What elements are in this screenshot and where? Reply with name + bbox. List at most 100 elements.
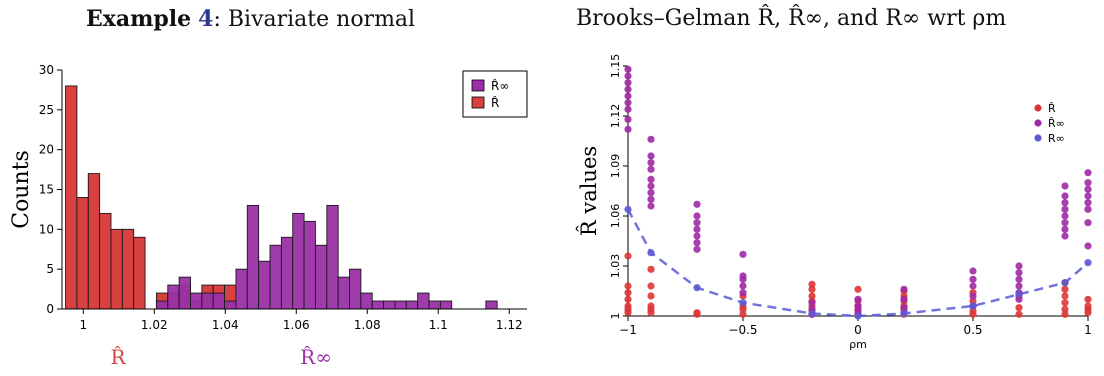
- rhat-point: [647, 265, 655, 273]
- rinf-point: [1061, 279, 1069, 287]
- rhat-inf-point: [624, 85, 632, 93]
- legend-swatch: [471, 96, 485, 109]
- rhat-inf-point: [647, 182, 655, 190]
- rhat-inf-point: [900, 304, 908, 312]
- rhat-point: [808, 285, 816, 293]
- rhat-inf-point: [1061, 232, 1069, 240]
- rhat-inf-point: [854, 302, 862, 310]
- x-tick-label: 1.08: [354, 318, 381, 332]
- title-example-number: 4: [198, 6, 214, 32]
- legend-marker: [1034, 119, 1042, 127]
- y-tick-label: 1.12: [609, 104, 622, 129]
- rhat-inf-point: [808, 299, 816, 307]
- legend-label: R̂∞: [491, 79, 509, 93]
- y-tick-label: 1: [609, 313, 622, 320]
- rhat-inf-hist-bar: [190, 292, 203, 310]
- y-tick-label: 15: [39, 183, 54, 197]
- rhat-point: [1061, 285, 1069, 293]
- rhat-inf-point: [1015, 295, 1023, 303]
- rinf-point: [1084, 259, 1092, 267]
- x-tick-label: 1: [1084, 323, 1092, 337]
- rhat-inf-point: [1084, 199, 1092, 207]
- rhat-inf-hist-bar: [360, 292, 373, 310]
- rhat-point: [739, 310, 747, 318]
- rhat-inf-hist-bar: [371, 300, 385, 310]
- rhat-point: [1061, 310, 1069, 318]
- rhat-inf-hist-bar: [201, 292, 214, 310]
- rhat-point: [624, 295, 632, 303]
- rinf-point: [624, 205, 632, 213]
- rinf-point: [969, 302, 977, 310]
- rhat-point: [854, 285, 862, 293]
- x-tick-label: 1.04: [212, 318, 239, 332]
- rhat-point: [969, 307, 977, 315]
- rhat-inf-hist-bar: [167, 284, 180, 310]
- rhat-point: [624, 302, 632, 310]
- rhat-hist-bar: [99, 212, 112, 310]
- rhat-inf-hist-bar: [405, 300, 419, 310]
- rhat-inf-point: [693, 245, 701, 253]
- rhat-hist-bar: [121, 228, 135, 310]
- y-tick-label: 30: [39, 63, 54, 77]
- y-axis-label: Counts: [9, 150, 34, 229]
- rhat-point: [1061, 299, 1069, 307]
- rhat-color-label: R̂: [110, 345, 126, 369]
- rhat-point: [1015, 310, 1023, 318]
- rhat-point: [647, 292, 655, 300]
- rinf-point: [854, 312, 862, 320]
- rhat-inf-point: [1084, 205, 1092, 213]
- rhat-inf-point: [624, 65, 632, 73]
- rinf-point: [900, 309, 908, 318]
- x-tick-label: 0: [854, 323, 862, 337]
- rhat-inf-hist-bar: [178, 276, 191, 310]
- scatter-chart: 1 1.03 1.06 1.09 1.12 1.15 −1 −0.5 0 0.5 1 ρm R̂ val…: [577, 54, 1092, 351]
- rhat-inf-point: [739, 272, 747, 280]
- legend-marker: [1034, 134, 1042, 142]
- rhat-point: [647, 282, 655, 290]
- rhat-inf-hist-bar: [235, 268, 248, 310]
- rhat-inf-point: [1061, 219, 1069, 227]
- y-tick-label: 25: [39, 103, 54, 117]
- rhat-inf-point: [624, 79, 632, 87]
- rhat-inf-point: [647, 159, 655, 167]
- rhat-inf-point: [647, 135, 655, 143]
- rhat-inf-hist-bar: [428, 300, 441, 310]
- y-tick-label: 10: [39, 222, 54, 236]
- rhat-inf-point: [647, 152, 655, 160]
- rhat-inf-hist-bar: [337, 276, 350, 310]
- rhat-inf-point: [624, 125, 632, 133]
- rhat-inf-point: [969, 267, 977, 275]
- rhat-inf-color-label: R̂∞: [300, 345, 332, 369]
- rhat-inf-point: [739, 282, 747, 290]
- rhat-hist-bar: [65, 85, 78, 310]
- rhat-inf-point: [693, 239, 701, 247]
- rhat-inf-point: [854, 295, 862, 303]
- y-axis-label: R̂ values: [577, 146, 601, 236]
- rhat-inf-hist-bar: [326, 204, 339, 310]
- y-tick-label: 1.09: [609, 154, 622, 179]
- rhat-inf-point: [1061, 199, 1069, 207]
- rhat-inf-point: [900, 295, 908, 303]
- y-tick-label: 1.15: [609, 54, 622, 79]
- x-tick-label: 1.1: [429, 318, 448, 332]
- rhat-inf-point: [854, 307, 862, 315]
- rhat-point: [693, 309, 701, 317]
- rhat-inf-point: [1061, 205, 1069, 213]
- rhat-point: [1084, 295, 1092, 303]
- rhat-hist-bar: [133, 236, 146, 310]
- x-tick-label: 1: [79, 318, 87, 332]
- rinf-point: [1015, 290, 1023, 298]
- rhat-inf-point: [693, 232, 701, 240]
- rhat-inf-point: [693, 225, 701, 233]
- rhat-inf-point: [647, 202, 655, 210]
- rhat-inf-point: [1084, 179, 1092, 187]
- rinf-point: [647, 249, 655, 257]
- x-axis-label: ρm: [849, 338, 867, 351]
- rhat-point: [808, 280, 816, 288]
- y-tick-label: 0: [46, 302, 54, 316]
- rhat-inf-point: [739, 250, 747, 258]
- rhat-inf-hist-bar: [155, 300, 169, 310]
- rhat-inf-point: [1084, 242, 1092, 250]
- legend-swatch: [471, 79, 485, 92]
- rhat-hist-bar: [76, 197, 89, 310]
